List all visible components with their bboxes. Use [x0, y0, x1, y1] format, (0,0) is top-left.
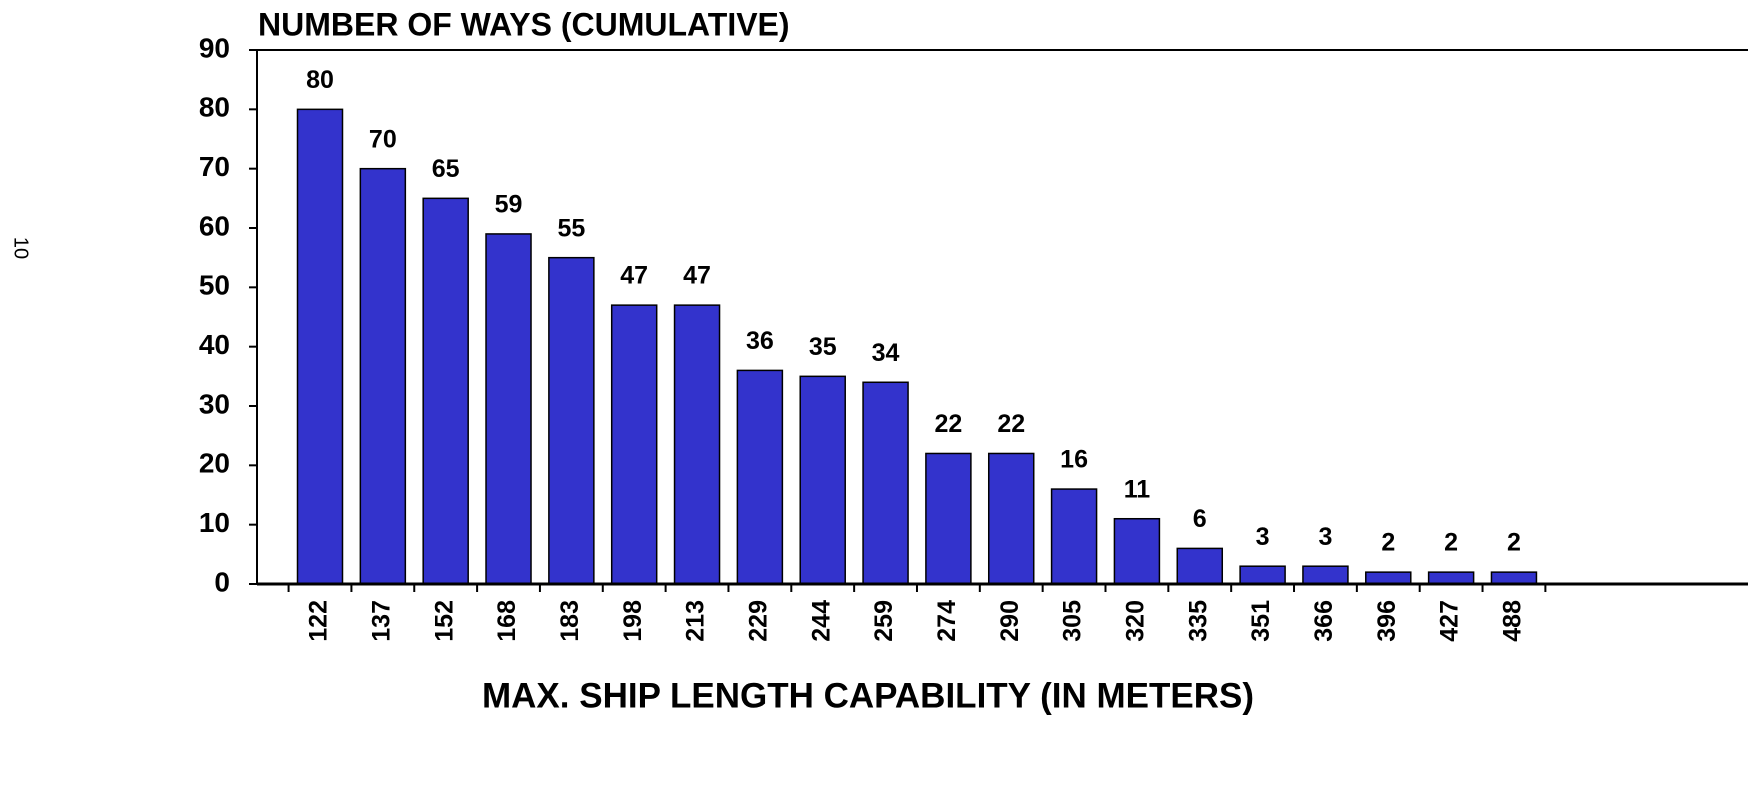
x-tick-label: 259: [870, 600, 898, 642]
value-label: 3: [1318, 523, 1332, 551]
x-tick-label: 351: [1247, 600, 1275, 642]
x-tick-label: 198: [619, 600, 647, 642]
x-tick-label: 427: [1436, 600, 1464, 642]
value-label: 34: [872, 339, 900, 367]
value-label: 2: [1507, 529, 1521, 557]
chart-title: NUMBER OF WAYS (CUMULATIVE): [258, 6, 790, 42]
value-label: 70: [369, 125, 397, 153]
y-tick-label: 10: [199, 507, 230, 538]
value-label: 47: [620, 262, 648, 290]
bar: [736, 369, 784, 585]
x-tick-label: 320: [1122, 600, 1150, 642]
bar: [987, 452, 1035, 585]
x-tick-label: 152: [430, 600, 458, 642]
x-tick-label: 213: [682, 600, 710, 642]
x-tick-label: 396: [1373, 600, 1401, 642]
bar: [548, 256, 595, 585]
x-tick-label: 244: [807, 600, 835, 642]
bar: [1239, 565, 1286, 585]
value-label: 2: [1444, 529, 1458, 557]
bar: [862, 381, 909, 585]
x-tick-label: 335: [1184, 600, 1212, 642]
bar: [799, 375, 846, 585]
bar: [1113, 517, 1161, 585]
value-label: 16: [1060, 446, 1088, 474]
value-label: 65: [432, 155, 460, 183]
value-label: 6: [1193, 505, 1207, 533]
y-tick-label: 50: [199, 270, 230, 301]
value-label: 3: [1256, 523, 1270, 551]
value-label: 2: [1381, 529, 1395, 557]
bar: [1050, 488, 1098, 585]
x-tick-label: 305: [1059, 600, 1087, 642]
bar: [1365, 571, 1412, 585]
y-tick-label: 0: [214, 566, 230, 597]
value-label: 35: [809, 333, 837, 361]
y-tick-label: 90: [199, 32, 230, 63]
x-tick-label: 290: [996, 600, 1024, 642]
value-label: 22: [934, 410, 962, 438]
bar: [1490, 571, 1538, 585]
x-tick-label: 183: [556, 600, 584, 642]
bar: [359, 167, 407, 585]
x-axis-title: MAX. SHIP LENGTH CAPABILITY (IN METERS): [482, 676, 1254, 715]
x-tick-label: 488: [1499, 600, 1527, 642]
bar: [296, 108, 344, 585]
bar: [925, 452, 972, 585]
bar: [1427, 571, 1475, 585]
bar: [422, 197, 469, 585]
value-label: 22: [997, 410, 1025, 438]
value-label: 47: [683, 262, 711, 290]
x-tick-label: 137: [367, 600, 395, 642]
value-label: 11: [1124, 475, 1151, 503]
bar: [1176, 547, 1224, 585]
value-label: 80: [306, 66, 334, 94]
y-tick-label: 20: [199, 448, 230, 479]
bar: [485, 233, 532, 585]
x-tick-label: 168: [493, 600, 521, 642]
y-tick-label: 70: [199, 151, 230, 182]
page-number: 10: [10, 237, 32, 259]
value-label: 55: [557, 214, 585, 242]
y-tick-label: 30: [199, 388, 230, 419]
y-tick-label: 80: [199, 92, 230, 123]
x-tick-label: 122: [305, 600, 333, 642]
bar: [673, 304, 721, 585]
y-tick-label: 40: [199, 329, 230, 360]
bar: [1302, 565, 1349, 585]
x-tick-label: 229: [744, 600, 772, 642]
bar: [610, 304, 658, 585]
y-tick-label: 60: [199, 210, 230, 241]
x-tick-label: 274: [933, 600, 961, 642]
value-label: 36: [746, 327, 774, 355]
x-tick-label: 366: [1310, 600, 1338, 642]
value-label: 59: [495, 191, 523, 219]
